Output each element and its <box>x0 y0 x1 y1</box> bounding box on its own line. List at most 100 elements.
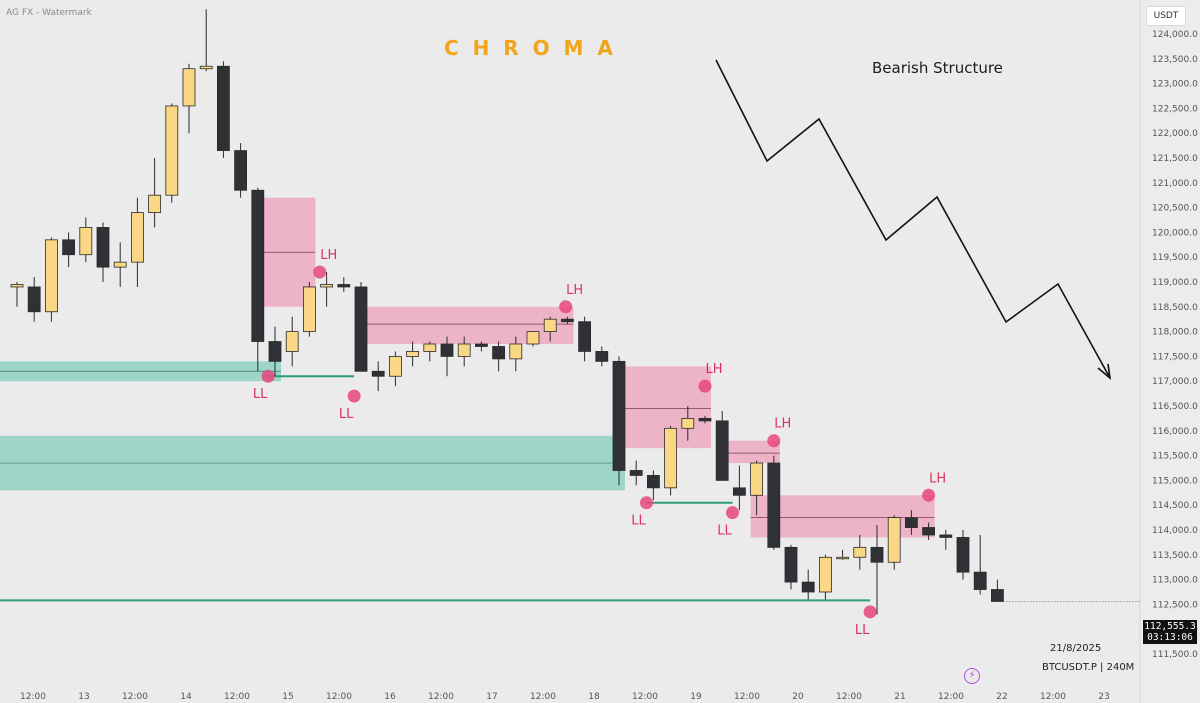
lightning-bolt-icon[interactable]: ⚡ <box>964 668 980 684</box>
y-tick-label: 122,500.0 <box>1152 104 1198 114</box>
current-price-value: 112,555.3 <box>1144 621 1196 632</box>
x-tick-label: 20 <box>792 692 804 702</box>
y-tick-label: 123,500.0 <box>1152 55 1198 65</box>
bearish-candle <box>62 239 75 256</box>
bearish-candle <box>629 470 643 476</box>
y-tick-label: 119,500.0 <box>1152 253 1198 263</box>
x-tick-label: 13 <box>78 692 89 702</box>
x-tick-label: 22 <box>996 692 1007 702</box>
bearish-candle <box>595 351 609 362</box>
bullish-candle <box>113 261 127 268</box>
bearish-candle <box>733 487 746 496</box>
swing-label: LH <box>320 248 337 263</box>
currency-button[interactable]: USDT <box>1146 6 1186 26</box>
bearish-candle <box>870 546 884 563</box>
bearish-candle <box>371 370 385 377</box>
bullish-candle <box>130 212 144 263</box>
x-tick-label: 12:00 <box>1040 692 1066 702</box>
liquidity-lines-layer <box>0 375 1140 603</box>
bullish-candle <box>853 546 867 558</box>
bullish-candle <box>45 239 58 313</box>
structure-annotation: Bearish Structure <box>872 59 1003 77</box>
swing-label: LH <box>929 471 946 486</box>
price-axis: 111,500.0112,000.0112,500.0113,000.0113,… <box>1139 0 1200 703</box>
x-tick-label: 12:00 <box>938 692 964 702</box>
swing-label: LL <box>717 524 732 539</box>
bullish-candle <box>543 318 557 333</box>
y-tick-label: 112,500.0 <box>1152 600 1198 610</box>
x-tick-label: 12:00 <box>326 692 352 702</box>
bullish-candle <box>887 517 901 563</box>
bearish-candle <box>492 346 506 360</box>
bearish-candle <box>27 286 41 313</box>
y-tick-label: 114,500.0 <box>1152 501 1198 511</box>
bearish-candle <box>474 343 488 347</box>
swing-label: LL <box>631 514 646 529</box>
price-axis-background <box>1140 0 1200 703</box>
x-tick-label: 12:00 <box>530 692 556 702</box>
candles-layer <box>10 9 1004 615</box>
brand-title: C H R O M A <box>444 36 613 60</box>
x-tick-label: 12:00 <box>734 692 760 702</box>
bullish-candle <box>10 284 24 288</box>
bearish-candle <box>251 189 265 342</box>
x-tick-label: 15 <box>282 692 293 702</box>
bearish-candle <box>647 475 660 489</box>
y-tick-label: 121,000.0 <box>1152 179 1198 189</box>
bearish-structure-sketch <box>715 59 1112 380</box>
y-tick-label: 120,000.0 <box>1152 228 1198 238</box>
bearish-candle <box>905 517 918 528</box>
bullish-candle <box>165 105 179 196</box>
x-tick-label: 16 <box>384 692 396 702</box>
bearish-candle <box>440 343 454 357</box>
x-tick-label: 12:00 <box>224 692 250 702</box>
swing-marker <box>261 369 275 383</box>
supply-zone <box>613 366 711 449</box>
x-tick-label: 19 <box>690 692 702 702</box>
y-tick-label: 113,000.0 <box>1152 576 1198 586</box>
x-tick-label: 12:00 <box>122 692 148 702</box>
time-axis: 12:00 13 12:00 14 12:00 15 12:00 16 12:00 17 12:00… <box>20 692 1110 702</box>
bearish-candle <box>922 527 935 536</box>
bullish-candle <box>681 417 695 429</box>
bullish-candle <box>423 343 437 352</box>
bullish-candle <box>79 227 93 256</box>
bearish-candle <box>767 462 781 548</box>
x-tick-label: 12:00 <box>632 692 658 702</box>
x-tick-label: 12:00 <box>428 692 454 702</box>
swing-label: LL <box>339 407 354 422</box>
swing-marker <box>767 434 781 448</box>
supply-zone <box>716 440 780 464</box>
bearish-candle <box>268 341 282 362</box>
x-tick-label: 14 <box>180 692 192 702</box>
bearish-candle <box>216 65 230 151</box>
bullish-candle <box>148 194 162 213</box>
watermark-text: AG FX - Watermark <box>6 8 92 18</box>
bearish-candle <box>939 534 953 538</box>
y-tick-label: 124,000.0 <box>1152 30 1198 40</box>
bearish-candle <box>337 284 351 288</box>
bullish-candle <box>199 65 213 70</box>
bearish-candle <box>578 321 591 352</box>
bearish-candle <box>234 150 248 191</box>
y-tick-label: 113,500.0 <box>1152 551 1198 561</box>
x-tick-label: 23 <box>1098 692 1109 702</box>
x-tick-label: 12:00 <box>836 692 862 702</box>
bar-countdown: 03:13:06 <box>1147 632 1193 643</box>
bullish-candle <box>819 556 832 593</box>
y-tick-label: 116,500.0 <box>1152 402 1198 412</box>
bearish-candle <box>715 420 729 481</box>
x-tick-label: 12:00 <box>20 692 46 702</box>
x-tick-label: 17 <box>486 692 497 702</box>
bearish-candle <box>801 581 815 593</box>
bullish-candle <box>457 343 471 357</box>
bullish-candle <box>388 355 402 377</box>
symbol-timeframe: BTCUSDT.P | 240M <box>1042 662 1135 673</box>
swing-marker <box>347 389 361 403</box>
bullish-candle <box>285 331 299 352</box>
y-tick-label: 115,500.0 <box>1152 452 1198 462</box>
bearish-candle <box>96 227 110 268</box>
swing-marker <box>863 605 877 619</box>
